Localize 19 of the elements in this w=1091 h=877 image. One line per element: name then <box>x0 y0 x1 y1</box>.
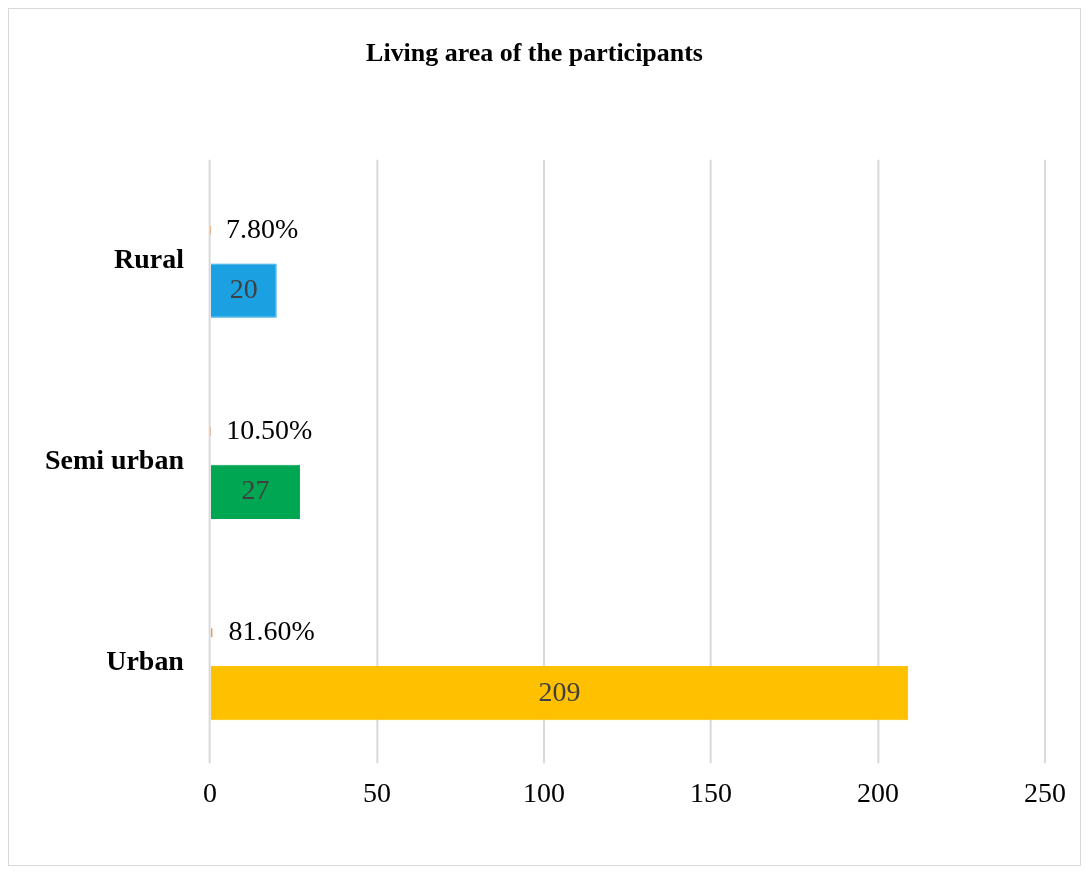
bar <box>210 263 277 318</box>
x-tick-label: 50 <box>362 776 391 808</box>
data-label: 27 <box>241 474 270 506</box>
bar <box>210 666 909 721</box>
y-tick-label: Urban <box>106 645 185 677</box>
x-tick-label: 200 <box>857 776 899 808</box>
data-label: 10.50% <box>226 413 313 445</box>
chart-title: Living area of the participants <box>366 38 703 68</box>
y-tick-label: Rural <box>114 242 185 274</box>
data-label: 7.80% <box>226 212 299 244</box>
bar <box>210 464 301 520</box>
x-tick-label: 150 <box>690 776 732 808</box>
x-tick-label: 250 <box>1024 776 1067 808</box>
data-label: 20 <box>229 273 258 305</box>
x-tick-label: 0 <box>202 776 217 808</box>
data-label: 209 <box>538 675 581 707</box>
y-tick-label: Semi urban <box>44 443 185 475</box>
x-tick-label: 100 <box>522 776 565 808</box>
data-label: 81.60% <box>228 615 315 647</box>
